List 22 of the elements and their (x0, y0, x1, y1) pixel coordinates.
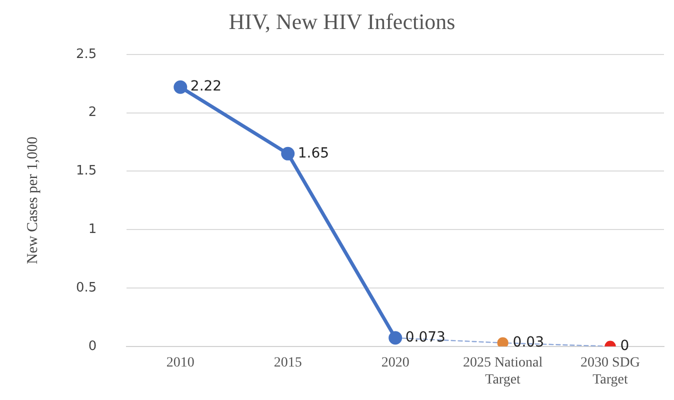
x-tick-label: 2020 (381, 355, 410, 370)
chart-title: HIV, New HIV Infections (228, 8, 456, 34)
y-tick-label: 1 (88, 222, 97, 237)
data-label: 1.65 (298, 145, 330, 162)
x-tick-label: 2025 National Target (462, 355, 543, 388)
point (388, 331, 402, 345)
y-tick-label: 1.5 (76, 164, 97, 179)
point (281, 146, 295, 160)
y-tick-label: 2 (88, 105, 97, 120)
y-tick-label: 0 (88, 338, 97, 354)
x-tick-label: 2030 SDG Target (580, 355, 640, 388)
point (497, 337, 508, 346)
data-label: 0.03 (512, 334, 544, 351)
x-tick-label: 2015 (274, 355, 302, 370)
y-tick-label: 0.5 (76, 280, 97, 296)
data-label: 0.073 (405, 330, 446, 346)
y-axis-title: New Cases per 1,000 (24, 136, 41, 264)
point (174, 80, 188, 94)
y-tick-label: 2.5 (76, 46, 97, 62)
data-label: 0 (620, 338, 630, 354)
x-tick-label: 2010 (166, 355, 194, 370)
data-label: 2.22 (190, 78, 222, 95)
